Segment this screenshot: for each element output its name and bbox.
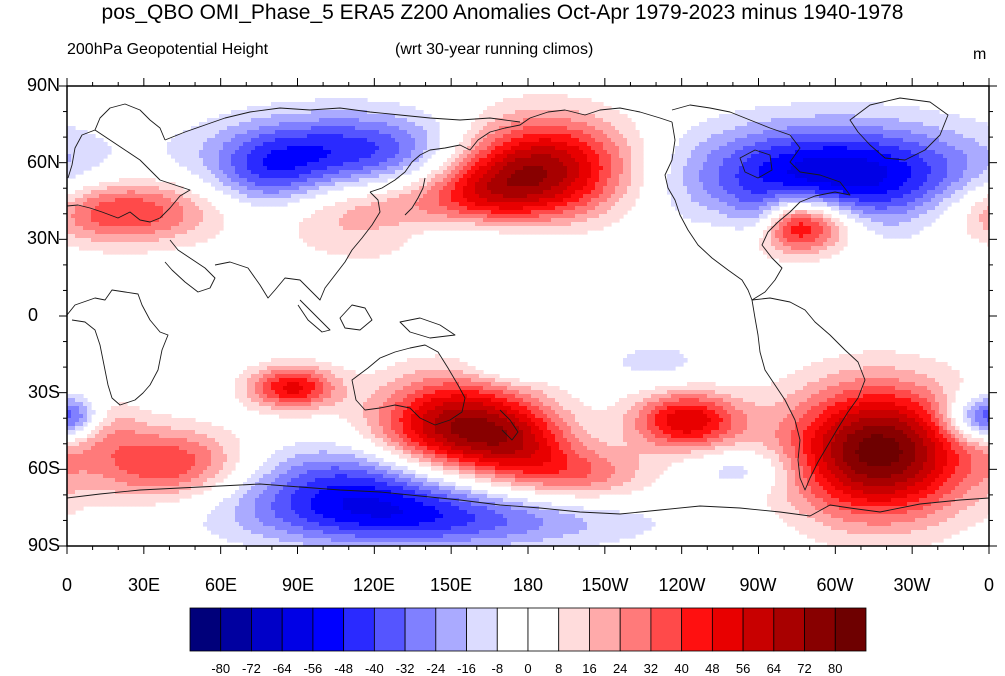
colorbar-swatch <box>742 607 775 652</box>
coastline-east-asia <box>369 117 531 193</box>
coastline-australia <box>351 344 466 426</box>
colorbar-swatch <box>466 607 498 652</box>
colorbar-swatch <box>281 607 314 652</box>
lon-label-90e: 90E <box>281 575 315 595</box>
lon-label-180: 180 <box>512 575 544 595</box>
colorbar-swatch <box>251 607 283 652</box>
lon-label-150w: 150W <box>581 575 629 595</box>
colorbar-swatch <box>312 607 345 652</box>
coastline-north-america-east <box>671 104 851 301</box>
variable-label: 200hPa Geopotential Height <box>67 41 269 58</box>
coastline-sumatra <box>297 299 331 333</box>
colorbar-label: 40 <box>674 661 689 676</box>
coastline-africa <box>67 289 169 406</box>
colorbar-swatch <box>619 607 652 652</box>
coastline-arabia <box>164 239 216 293</box>
lon-label-120w: 120W <box>658 575 706 595</box>
colorbar-label: -40 <box>364 661 384 676</box>
colorbar-swatch <box>343 607 375 652</box>
map-frame <box>66 85 990 547</box>
colorbar-label: -72 <box>242 661 261 676</box>
lat-label-90n: 90N <box>26 75 60 95</box>
coastline-antarctica <box>67 483 989 517</box>
lon-label-150e: 150E <box>429 575 473 595</box>
lon-label-60e: 60E <box>204 575 238 595</box>
lat-label-eq: 0 <box>27 305 38 325</box>
colorbar <box>189 607 867 652</box>
colorbar-swatch <box>404 607 437 652</box>
coastline-japan <box>404 177 426 216</box>
coastline-europe <box>67 129 191 223</box>
colorbar-label: 16 <box>582 661 597 676</box>
colorbar-swatch <box>435 607 467 652</box>
colorbar-label: -32 <box>395 661 415 676</box>
colorbar-label: -80 <box>211 661 231 676</box>
colorbar-swatch <box>589 607 621 652</box>
lon-label-0-east: 0 <box>983 575 994 595</box>
figure-title: pos_QBO OMI_Phase_5 ERA5 Z200 Anomalies … <box>101 1 904 24</box>
colorbar-label: -16 <box>457 661 476 676</box>
colorbar-label: -64 <box>272 661 292 676</box>
lon-label-90w: 90W <box>739 575 777 595</box>
coastline-arctic-russia <box>164 107 521 141</box>
lat-label-30s: 30S <box>27 382 60 402</box>
lon-label-120e: 120E <box>352 575 396 595</box>
colorbar-swatch <box>558 607 590 652</box>
colorbar-label: 8 <box>555 661 563 676</box>
colorbar-label: 24 <box>612 661 628 676</box>
reference-label: (wrt 30-year running climos) <box>395 41 594 58</box>
lat-label-60s: 60S <box>27 458 60 478</box>
colorbar-swatch <box>650 607 683 652</box>
colorbar-label: -56 <box>303 661 323 676</box>
colorbar-label: 80 <box>828 661 843 676</box>
coastlines <box>67 97 989 517</box>
colorbar-label: 0 <box>524 661 532 676</box>
colorbar-swatch <box>773 607 805 652</box>
colorbar-label: 56 <box>735 661 751 676</box>
coastline-new-guinea <box>399 317 456 339</box>
colorbar-label: 64 <box>766 661 782 676</box>
colorbar-swatch <box>681 607 713 652</box>
lat-label-90s: 90S <box>27 535 60 555</box>
anomaly-field <box>67 94 989 546</box>
colorbar-swatch <box>834 607 867 652</box>
colorbar-swatch <box>189 607 222 652</box>
colorbar-swatch <box>496 607 529 652</box>
colorbar-label: 48 <box>705 661 720 676</box>
coastline-india <box>214 191 381 301</box>
colorbar-label: -48 <box>334 661 354 676</box>
coastline-north-america-west <box>664 121 753 301</box>
coastline-greenland <box>849 97 949 161</box>
colorbar-swatch <box>220 607 252 652</box>
lon-label-60w: 60W <box>816 575 854 595</box>
coastline-borneo <box>339 304 373 331</box>
lon-label-30w: 30W <box>893 575 931 595</box>
coastline-hudson-bay <box>739 149 773 179</box>
colorbar-label: -24 <box>426 661 446 676</box>
coastline-new-zealand <box>499 409 519 441</box>
units-label: m <box>973 46 987 63</box>
coastline-south-america <box>751 297 866 491</box>
coastline-alaska <box>529 107 673 123</box>
lon-label-30e: 30E <box>127 575 161 595</box>
lat-label-60n: 60N <box>26 152 60 172</box>
lat-label-30n: 30N <box>26 228 60 248</box>
colorbar-swatch <box>711 607 744 652</box>
colorbar-swatch <box>804 607 836 652</box>
colorbar-swatch <box>527 607 560 652</box>
colorbar-label: 72 <box>797 661 812 676</box>
lon-label-0: 0 <box>61 575 72 595</box>
colorbar-label: -8 <box>491 661 504 676</box>
colorbar-swatch <box>373 607 406 652</box>
coastline-scandinavia <box>94 103 166 141</box>
colorbar-label: 32 <box>643 661 659 676</box>
